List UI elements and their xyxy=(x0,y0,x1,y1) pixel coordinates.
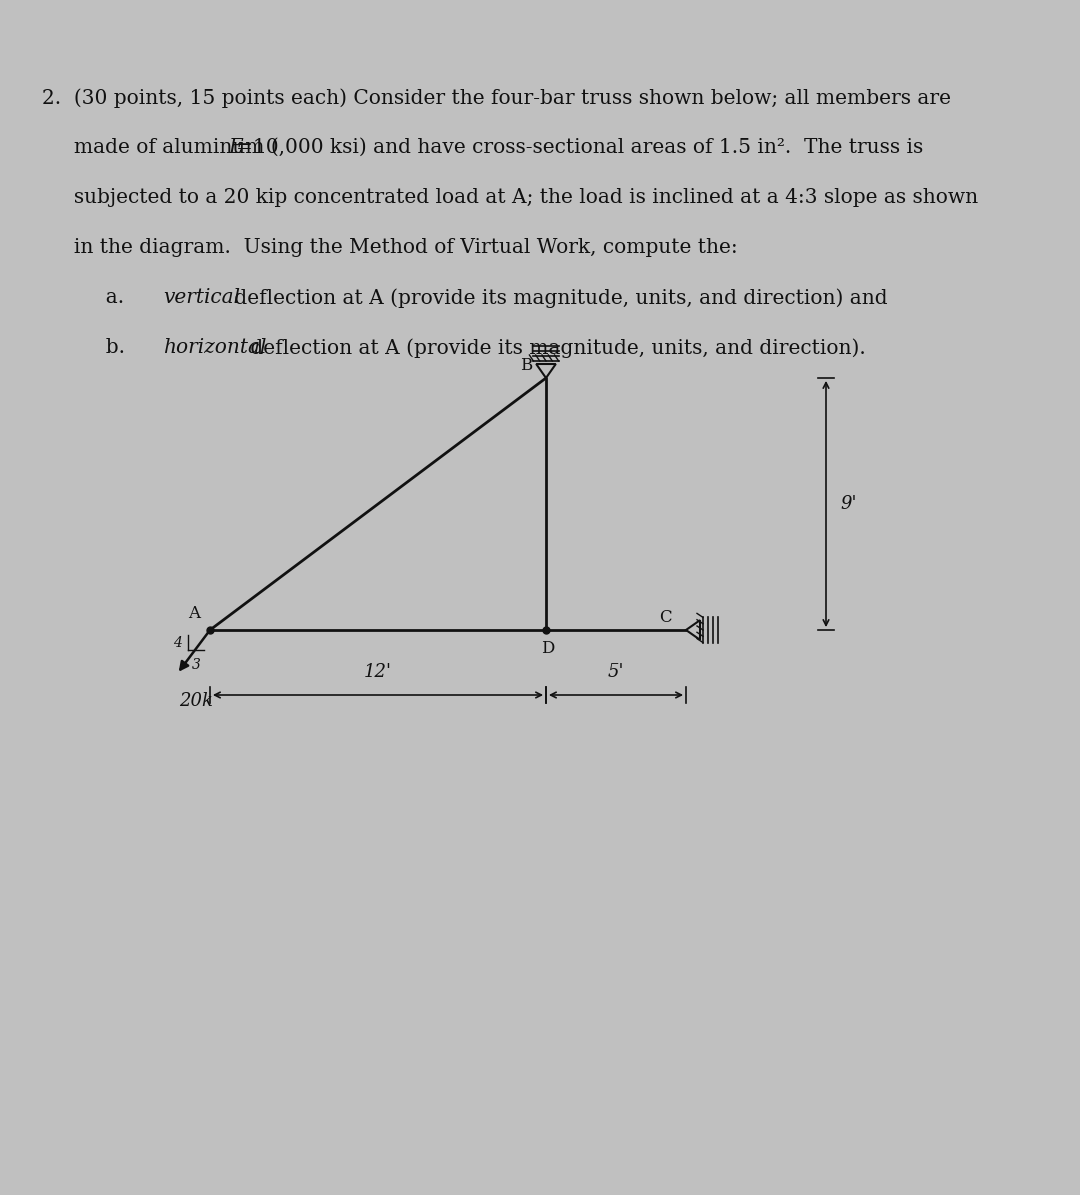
Text: 3: 3 xyxy=(191,658,201,672)
Text: =10,000 ksi) and have cross-sectional areas of 1.5 in².  The truss is: =10,000 ksi) and have cross-sectional ar… xyxy=(237,137,923,157)
Text: 9': 9' xyxy=(840,495,856,513)
Text: deflection at A (provide its magnitude, units, and direction) and: deflection at A (provide its magnitude, … xyxy=(228,288,888,307)
Text: vertical: vertical xyxy=(163,288,241,307)
Text: in the diagram.  Using the Method of Virtual Work, compute the:: in the diagram. Using the Method of Virt… xyxy=(42,238,738,257)
Text: 4: 4 xyxy=(173,636,183,650)
Text: made of aluminum (: made of aluminum ( xyxy=(42,137,279,157)
Text: 2.  (30 points, 15 points each) Consider the four-bar truss shown below; all mem: 2. (30 points, 15 points each) Consider … xyxy=(42,88,951,108)
Text: deflection at A (provide its magnitude, units, and direction).: deflection at A (provide its magnitude, … xyxy=(244,338,866,357)
Text: 5': 5' xyxy=(608,663,624,681)
Text: E: E xyxy=(228,137,243,157)
Text: C: C xyxy=(660,609,672,626)
Text: horizontal: horizontal xyxy=(163,338,267,357)
Text: D: D xyxy=(541,641,555,657)
Text: 20k: 20k xyxy=(179,692,213,710)
Text: a.: a. xyxy=(42,288,144,307)
Text: A: A xyxy=(188,605,200,623)
Text: b.: b. xyxy=(42,338,144,357)
Text: subjected to a 20 kip concentrated load at A; the load is inclined at a 4:3 slop: subjected to a 20 kip concentrated load … xyxy=(42,188,978,207)
Text: B: B xyxy=(519,357,532,374)
Text: 12': 12' xyxy=(364,663,392,681)
